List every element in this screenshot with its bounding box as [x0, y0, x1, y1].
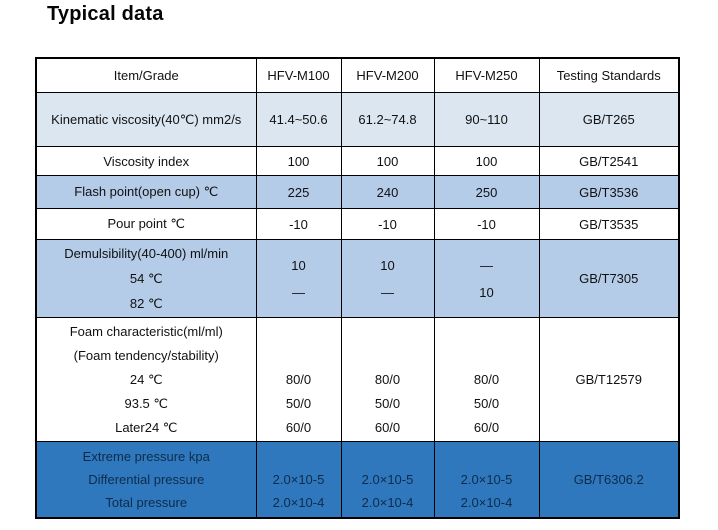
value-m100: -10: [255, 208, 342, 240]
value-line: 2.0×10-5: [361, 472, 414, 487]
testing-standard: GB/T3536: [538, 175, 680, 209]
value-line: [344, 320, 432, 344]
value-line: [259, 445, 339, 468]
item-line: 54 ℃: [129, 271, 163, 286]
value-line: 10: [479, 284, 494, 300]
value-line: [437, 320, 537, 344]
testing-standard: GB/T7305: [538, 239, 680, 318]
item-line: Later24 ℃: [115, 419, 178, 435]
value-line: —: [480, 257, 493, 273]
row-pour-point: Pour point ℃ -10 -10 -10 GB/T3535: [35, 208, 680, 240]
value-line: 2.0×10-5: [272, 472, 325, 487]
value-m200: -10: [340, 208, 435, 240]
item-line: Total pressure: [105, 495, 188, 510]
value-line: 50/0: [473, 395, 500, 411]
row-kinematic-viscosity: Kinematic viscosity(40℃) mm2/s 41.4~50.6…: [35, 92, 680, 147]
value-line: 2.0×10-5: [460, 472, 513, 487]
value-line: 2.0×10-4: [361, 495, 414, 510]
item-line: 24 ℃: [129, 371, 163, 387]
value-m100: 2.0×10-5 2.0×10-4: [255, 441, 342, 519]
item-line: Differential pressure: [88, 472, 205, 487]
value-line: [344, 445, 432, 468]
row-extreme-pressure: Extreme pressure kpa Differential pressu…: [35, 441, 680, 519]
header-testing-standards: Testing Standards: [538, 57, 680, 93]
value-line: 2.0×10-4: [272, 495, 325, 510]
item-line: Demulsibility(40-400) ml/min: [64, 246, 229, 261]
value-m200: 240: [340, 175, 435, 209]
value-m250: 80/0 50/0 60/0: [433, 317, 540, 442]
value-m250: 100: [433, 146, 540, 176]
item-line: 93.5 ℃: [124, 395, 168, 411]
header-hfv-m250: HFV-M250: [433, 57, 540, 93]
value-line: [259, 344, 339, 368]
value-m250: -10: [433, 208, 540, 240]
item-label: Flash point(open cup) ℃: [35, 175, 257, 209]
item-line: (Foam tendency/stability): [73, 347, 219, 363]
testing-standard: GB/T265: [538, 92, 680, 147]
value-line: 80/0: [285, 371, 312, 387]
value-line: 10: [380, 257, 395, 273]
testing-standard: GB/T6306.2: [538, 441, 680, 519]
value-line: [437, 344, 537, 368]
value-m100: 41.4~50.6: [255, 92, 342, 147]
page-title: Typical data: [47, 3, 164, 25]
value-line: 50/0: [285, 395, 312, 411]
typical-data-table: Item/Grade HFV-M100 HFV-M200 HFV-M250 Te…: [35, 57, 680, 519]
value-line: 50/0: [374, 395, 401, 411]
testing-standard: GB/T2541: [538, 146, 680, 176]
value-m250: 2.0×10-5 2.0×10-4: [433, 441, 540, 519]
header-hfv-m200: HFV-M200: [340, 57, 435, 93]
value-m100: 100: [255, 146, 342, 176]
row-foam-characteristic: Foam characteristic(ml/ml) (Foam tendenc…: [35, 317, 680, 442]
item-line: 82 ℃: [129, 296, 163, 311]
value-m250: — 10: [433, 239, 540, 318]
value-line: [259, 320, 339, 344]
value-line: 60/0: [374, 419, 401, 435]
value-line: [344, 344, 432, 368]
testing-standard: GB/T3535: [538, 208, 680, 240]
item-label: Extreme pressure kpa Differential pressu…: [35, 441, 257, 519]
header-item-grade: Item/Grade: [35, 57, 257, 93]
value-m200: 80/0 50/0 60/0: [340, 317, 435, 442]
item-label: Viscosity index: [35, 146, 257, 176]
value-line: 60/0: [285, 419, 312, 435]
item-label: Demulsibility(40-400) ml/min 54 ℃ 82 ℃: [35, 239, 257, 318]
value-line: —: [381, 284, 394, 300]
item-label: Pour point ℃: [35, 208, 257, 240]
value-line: 80/0: [473, 371, 500, 387]
header-hfv-m100: HFV-M100: [255, 57, 342, 93]
value-line: 60/0: [473, 419, 500, 435]
value-m200: 2.0×10-5 2.0×10-4: [340, 441, 435, 519]
item-line: Foam characteristic(ml/ml): [69, 323, 223, 339]
value-m200: 61.2~74.8: [340, 92, 435, 147]
value-m250: 250: [433, 175, 540, 209]
value-m100: 80/0 50/0 60/0: [255, 317, 342, 442]
row-demulsibility: Demulsibility(40-400) ml/min 54 ℃ 82 ℃ 1…: [35, 239, 680, 318]
row-flash-point: Flash point(open cup) ℃ 225 240 250 GB/T…: [35, 175, 680, 209]
value-m100: 10 —: [255, 239, 342, 318]
row-viscosity-index: Viscosity index 100 100 100 GB/T2541: [35, 146, 680, 176]
value-line: 80/0: [374, 371, 401, 387]
item-label: Foam characteristic(ml/ml) (Foam tendenc…: [35, 317, 257, 442]
item-line: Extreme pressure kpa: [82, 449, 210, 464]
item-label: Kinematic viscosity(40℃) mm2/s: [35, 92, 257, 147]
value-line: —: [292, 284, 305, 300]
value-line: 2.0×10-4: [460, 495, 513, 510]
testing-standard: GB/T12579: [538, 317, 680, 442]
value-line: 10: [291, 257, 306, 273]
table-header-row: Item/Grade HFV-M100 HFV-M200 HFV-M250 Te…: [35, 57, 680, 93]
value-m200: 100: [340, 146, 435, 176]
value-m250: 90~110: [433, 92, 540, 147]
value-line: [437, 445, 537, 468]
value-m200: 10 —: [340, 239, 435, 318]
value-m100: 225: [255, 175, 342, 209]
